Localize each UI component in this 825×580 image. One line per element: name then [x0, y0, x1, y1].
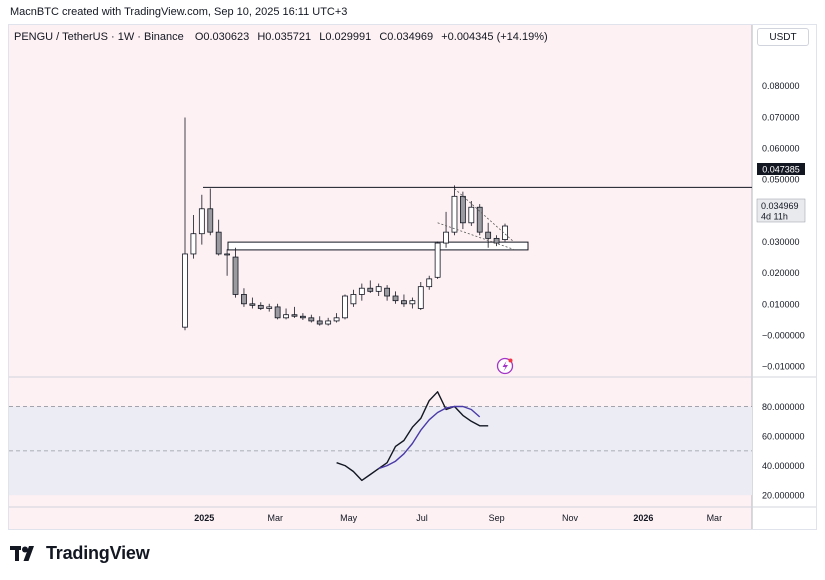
candle-body	[299, 315, 306, 319]
support-zone	[227, 241, 529, 251]
candle-body	[283, 314, 289, 319]
candle-body	[485, 231, 492, 239]
candle-body	[468, 206, 475, 224]
y-tick-label: 0.080000	[762, 81, 800, 91]
x-tick-label: Mar	[707, 513, 723, 523]
change-value: +0.004345 (+14.19%)	[441, 31, 547, 43]
y-tick-label: 0.050000	[762, 175, 800, 185]
chart-frame	[8, 24, 817, 530]
lightning-icon[interactable]	[496, 357, 514, 375]
oscillator-y-tick: 60.000000	[762, 432, 805, 442]
candle-body	[308, 317, 315, 322]
candle-body	[502, 225, 508, 240]
level-tag-bg	[757, 163, 805, 175]
candle-body	[207, 208, 214, 233]
symbol-label: PENGU / TetherUS · 1W · Binance	[14, 31, 184, 43]
oscillator-line-d	[378, 405, 481, 470]
candle-body	[215, 231, 222, 255]
wedge-lower-line	[437, 222, 514, 250]
oscillator-line-k	[336, 391, 489, 482]
close-value: 0.034969	[387, 31, 433, 43]
high-value: 0.035721	[265, 31, 311, 43]
x-tick-label: May	[340, 513, 358, 523]
price-tag-price: 0.034969	[761, 201, 799, 211]
x-tick-label: Mar	[267, 513, 283, 523]
candle-body	[401, 300, 407, 305]
tradingview-logo-icon	[10, 545, 34, 561]
x-tick-label: Nov	[562, 513, 579, 523]
price-tag-bg	[756, 198, 806, 223]
open-value: 0.030623	[203, 31, 249, 43]
x-tick-label: Sep	[489, 513, 505, 523]
candle-body	[342, 295, 348, 319]
y-tick-label: 0.030000	[762, 237, 800, 247]
candle-body	[325, 320, 332, 325]
candle-body	[249, 303, 256, 306]
x-tick-label: Jul	[416, 513, 428, 523]
candle-body	[476, 206, 483, 233]
candle-body	[384, 287, 391, 297]
candle-body	[198, 208, 205, 235]
y-tick-label: 0.010000	[762, 299, 800, 309]
level-tag: 0.047385	[762, 165, 800, 175]
low-label: L	[319, 31, 325, 43]
brand-name: TradingView	[46, 543, 150, 563]
candle-body	[493, 237, 500, 244]
high-label: H	[257, 31, 265, 43]
candle-body	[409, 300, 416, 305]
candle-body	[274, 306, 281, 319]
candle-body	[182, 253, 188, 328]
candle-body	[451, 195, 458, 233]
candle-body	[443, 231, 449, 244]
price-axis-background	[752, 25, 816, 529]
y-tick-label: 0.070000	[762, 112, 800, 122]
candle-body	[190, 233, 197, 255]
oscillator-y-tick: 40.000000	[762, 461, 805, 471]
candle-body	[459, 195, 466, 224]
close-label: C	[379, 31, 387, 43]
y-tick-label: 0.020000	[762, 268, 800, 278]
candle-body	[241, 294, 247, 305]
candle-body	[375, 286, 382, 292]
low-value: 0.029991	[325, 31, 371, 43]
y-tick-label: −0.000000	[762, 330, 805, 340]
tradingview-brand[interactable]: TradingView	[10, 543, 150, 564]
candle-body	[232, 256, 239, 295]
candle-body	[417, 286, 424, 309]
oscillator-y-tick: 80.000000	[762, 402, 805, 412]
candle-body	[350, 294, 357, 305]
price-tag-countdown: 4d 11h	[761, 212, 788, 222]
wedge-upper-line	[454, 188, 514, 242]
x-tick-label: 2025	[194, 513, 214, 523]
y-tick-label: −0.010000	[762, 362, 805, 372]
currency-button[interactable]: USDT	[757, 28, 809, 46]
candle-body	[434, 242, 441, 278]
open-label: O	[195, 31, 204, 43]
y-tick-label: 0.060000	[762, 144, 800, 154]
x-tick-label: 2026	[633, 513, 653, 523]
oscillator-y-tick: 20.000000	[762, 491, 805, 501]
candle-body	[358, 287, 365, 295]
candle-body	[316, 320, 323, 325]
candle-body	[392, 295, 399, 302]
candle-body	[426, 278, 433, 288]
candle-body	[224, 253, 231, 256]
chart-caption: MacnBTC created with TradingView.com, Se…	[10, 6, 348, 18]
candle-body	[333, 317, 340, 322]
candle-body	[367, 287, 374, 292]
candle-body	[266, 306, 273, 309]
chart-header: PENGU / TetherUS · 1W · Binance O0.03062…	[14, 31, 548, 43]
candle-body	[257, 304, 264, 309]
candle-body	[291, 314, 298, 317]
